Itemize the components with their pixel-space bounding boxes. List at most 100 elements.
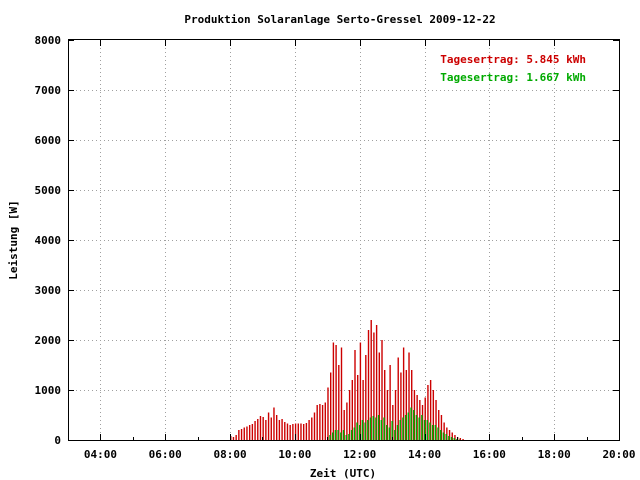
bar-red <box>265 420 267 440</box>
bar-red <box>448 430 451 440</box>
bar-red <box>413 390 416 440</box>
bar-green <box>372 416 374 440</box>
bar-red <box>302 424 305 440</box>
bar-green <box>350 430 353 440</box>
bar-green <box>402 417 404 440</box>
bar-green <box>377 415 380 440</box>
bar-red <box>246 426 248 440</box>
bar-red <box>254 421 256 440</box>
y-tick-label: 4000 <box>35 234 62 247</box>
bar-red <box>248 425 251 440</box>
bar-green <box>426 420 428 440</box>
plot-frame <box>68 39 620 441</box>
bar-green <box>421 415 423 440</box>
y-axis-label: Leistung [W] <box>7 200 20 279</box>
bar-red <box>321 405 324 440</box>
bar-red <box>319 404 321 440</box>
bar-red <box>297 423 299 440</box>
bar-red <box>408 352 410 440</box>
bar-green <box>380 420 383 440</box>
bar-red <box>346 402 348 440</box>
bar-red <box>273 407 275 440</box>
bar-red <box>335 345 337 440</box>
bar-green <box>458 439 461 440</box>
bar-red <box>243 427 245 440</box>
bar-red <box>400 372 402 440</box>
bar-green <box>440 430 442 440</box>
bar-red <box>354 350 356 440</box>
y-tick-label: 3000 <box>35 284 62 297</box>
bar-red <box>365 355 367 440</box>
bar-red <box>251 424 254 440</box>
bar-red <box>238 430 240 440</box>
bar-red <box>429 380 432 440</box>
bar-red <box>313 412 316 440</box>
bar-red <box>300 423 302 440</box>
bar-red <box>394 390 397 440</box>
bar-red <box>424 397 426 440</box>
bar-red <box>438 410 440 440</box>
bar-red <box>443 422 445 440</box>
bar-green <box>359 425 361 440</box>
bar-green <box>423 420 426 440</box>
bar-red <box>359 342 362 440</box>
bar-green <box>345 435 347 440</box>
bar-green <box>329 435 331 440</box>
bar-red <box>440 415 443 440</box>
bar-red <box>332 342 335 440</box>
bar-red <box>259 416 262 440</box>
grid-lines <box>68 40 619 440</box>
bar-green <box>334 430 337 440</box>
x-tick-label: 10:00 <box>278 448 311 461</box>
bar-red <box>378 352 381 440</box>
bar-green <box>442 432 445 440</box>
bar-green <box>348 434 350 440</box>
axis-ticks: 0 1000 2000 3000 4000 5000 6000 7000 8000 04:00 06… <box>35 34 636 461</box>
x-axis-label: Zeit (UTC) <box>310 467 376 480</box>
y-tick-label: 6000 <box>35 134 62 147</box>
x-tick-label: 08:00 <box>213 448 246 461</box>
bar-green <box>337 430 339 440</box>
bar-red <box>324 402 326 440</box>
y-tick-label: 5000 <box>35 184 62 197</box>
bar-red <box>357 375 359 440</box>
bar-green <box>361 420 364 440</box>
bar-red <box>348 390 351 440</box>
data-bars <box>230 320 464 440</box>
bar-green <box>332 432 334 440</box>
bar-green <box>364 422 366 440</box>
bar-red <box>397 357 399 440</box>
bar-red <box>235 435 237 440</box>
bar-red <box>454 435 456 440</box>
bar-red <box>284 422 286 440</box>
bar-green <box>369 417 372 440</box>
bar-green <box>375 417 377 440</box>
bar-red <box>275 415 278 440</box>
y-tick-label: 8000 <box>35 34 62 47</box>
bar-red <box>292 424 294 440</box>
legend-entry-green: Tagesertrag: 1.667 kWh <box>440 71 586 84</box>
bar-red <box>367 330 370 440</box>
bar-green <box>356 422 358 440</box>
bar-red <box>338 365 340 440</box>
bar-green <box>415 415 418 440</box>
bar-red <box>451 432 453 440</box>
bar-green <box>386 425 388 440</box>
y-tick-label: 0 <box>54 434 61 447</box>
bar-green <box>445 434 447 440</box>
bar-green <box>456 439 458 440</box>
x-tick-label: 18:00 <box>538 448 571 461</box>
bar-red <box>327 387 329 440</box>
bar-green <box>396 425 399 440</box>
bar-red <box>370 320 372 440</box>
bar-red <box>240 429 243 440</box>
bar-red <box>389 365 391 440</box>
chart-title: Produktion Solaranlage Serto-Gressel 200… <box>184 13 495 26</box>
bar-red <box>286 423 289 440</box>
bar-green <box>353 427 355 440</box>
bar-red <box>405 370 408 440</box>
bar-green <box>453 438 455 440</box>
x-tick-label: 16:00 <box>473 448 506 461</box>
bar-red <box>435 400 437 440</box>
